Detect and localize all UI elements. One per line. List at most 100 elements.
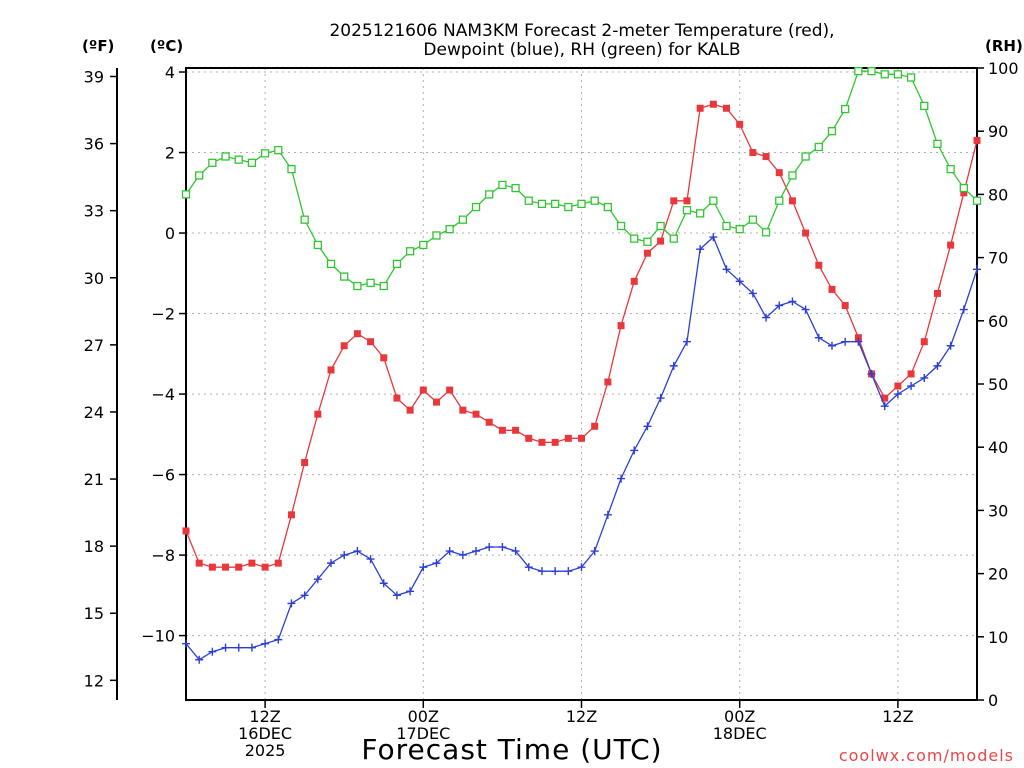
rh-point (946, 164, 955, 174)
rh-point (893, 70, 903, 79)
rh-point (432, 231, 441, 240)
rh-point (458, 215, 468, 224)
dewpoint-point (353, 547, 362, 556)
temperature-point (591, 422, 599, 430)
dewpoint-point (788, 297, 797, 306)
celsius-tick-label: −10 (141, 627, 175, 646)
dewpoint-point (432, 559, 441, 568)
temperature-point (432, 398, 440, 406)
rh-point (287, 164, 296, 174)
temperature-point (564, 434, 572, 442)
temperature-point (498, 426, 506, 434)
fahrenheit-tick-label: 39 (84, 67, 104, 86)
rh-tick-label: 0 (988, 691, 998, 710)
rh-point (234, 155, 243, 164)
temperature-point (340, 342, 348, 350)
dewpoint-point (696, 245, 705, 254)
temperature-point (854, 334, 862, 342)
temperature-point (538, 438, 546, 446)
dewpoint-point (195, 655, 204, 664)
dewpoint-point (590, 547, 599, 556)
rh-point (405, 247, 415, 256)
rh-tick-label: 10 (988, 628, 1008, 647)
dewpoint-point (762, 313, 771, 322)
rh-point (471, 202, 481, 212)
rh-point (814, 142, 823, 152)
dewpoint-point (748, 289, 757, 298)
dewpoint-point (722, 265, 731, 274)
rh-point (340, 272, 349, 281)
data-series (181, 67, 982, 664)
temperature-point (617, 322, 625, 330)
dewpoint-point (221, 643, 230, 652)
temperature-point (182, 527, 190, 535)
fahrenheit-tick-label: 33 (84, 202, 104, 221)
x-tick-label: 12Z (566, 707, 597, 726)
rh-point (696, 209, 705, 218)
dewpoint-point (524, 563, 533, 572)
dewpoint-point (814, 333, 823, 342)
dewpoint-point (669, 361, 678, 370)
temperature-point (301, 458, 309, 466)
temperature-point (815, 261, 823, 269)
temperature-point (696, 104, 704, 112)
temperature-point (907, 370, 915, 378)
rh-point (788, 171, 797, 180)
temperature-point (788, 197, 796, 205)
rh-tick-label: 30 (988, 501, 1008, 520)
credit-text: coolwx.com/models (839, 746, 1014, 765)
dewpoint-point (630, 446, 639, 455)
x-axis-label: Forecast Time (UTC) (361, 733, 662, 766)
rh-point (564, 202, 573, 212)
temperature-point (248, 559, 256, 567)
celsius-tick-label: 4 (165, 63, 175, 82)
chart-title-line-1: 2025121606 NAM3KM Forecast 2-meter Tempe… (329, 21, 834, 41)
rh-point (208, 158, 217, 167)
temperature-point (657, 237, 665, 245)
rh-point (274, 146, 283, 155)
rh-point (511, 183, 520, 193)
temperature-point (630, 277, 638, 285)
celsius-tick-label: −4 (151, 385, 175, 404)
rh-point (366, 278, 375, 288)
x-tick-label: 12Z (882, 707, 913, 726)
dewpoint-point (182, 639, 190, 648)
temperature-point (709, 100, 717, 108)
rh-point (827, 127, 837, 136)
rh-tick-label: 40 (988, 438, 1008, 457)
rh-unit-label: (RH) (985, 37, 1023, 55)
rh-point (498, 180, 507, 190)
rh-point (392, 259, 402, 269)
rh-point (748, 215, 758, 224)
rh-point (419, 240, 428, 250)
dewpoint-point (959, 305, 968, 314)
dewpoint-point (682, 337, 691, 346)
celsius-unit-label: (ºC) (150, 37, 183, 55)
temperature-point (960, 189, 968, 197)
temperature-point (947, 241, 955, 249)
rh-point (590, 196, 599, 205)
dewpoint-point (498, 543, 507, 552)
grid-lines (186, 68, 977, 700)
rh-point (841, 104, 850, 114)
dewpoint-point (801, 305, 810, 314)
temperature-point (894, 382, 902, 390)
temperature-point (802, 229, 810, 237)
dewpoint-point (313, 575, 322, 584)
dewpoint-point (973, 265, 981, 274)
dewpoint-point (340, 551, 349, 560)
dewpoint-point (920, 373, 929, 382)
rh-line (185, 70, 978, 287)
rh-point (801, 152, 810, 161)
rh-point (972, 196, 982, 205)
temperature-point (881, 394, 889, 402)
dewpoint-point (261, 639, 270, 648)
temperature-point (367, 338, 375, 346)
x-tick-label: 17DEC (396, 724, 450, 743)
rh-tick-label: 50 (988, 375, 1008, 394)
dewpoint-point (327, 559, 336, 568)
dewpoint-point (656, 394, 665, 403)
temperature-point (525, 434, 533, 442)
